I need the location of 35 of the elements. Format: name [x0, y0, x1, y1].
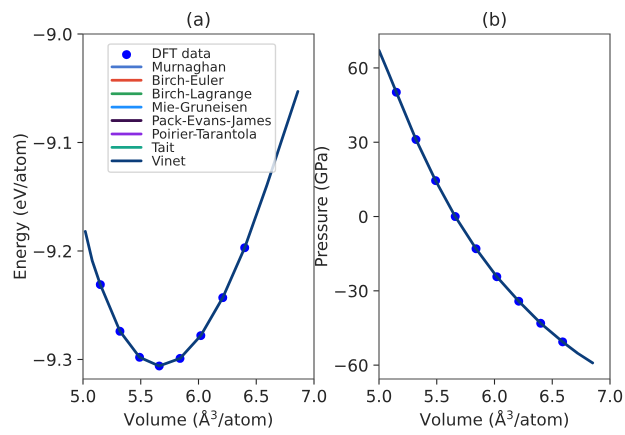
x-tick-label: 7.0 [598, 390, 622, 402]
y-axis-title: Energy (eV/atom) [13, 134, 30, 278]
x-tick-label: 7.0 [302, 390, 326, 402]
legend-label: Birch-Lagrange [152, 88, 252, 102]
y-tick-label: −60 [335, 359, 368, 372]
x-tick-label: 5.5 [424, 390, 449, 402]
x-tick-label: 5.0 [367, 390, 392, 402]
x-axis-title: Volume (Å$^{3}$/atom) [124, 410, 272, 428]
legend-label: Vinet [152, 155, 186, 166]
legend-label: Mie-Gruneisen [152, 102, 246, 112]
y-tick-label: −9.0 [34, 28, 72, 41]
x-tick-label: 6.5 [540, 390, 564, 402]
legend-label: DFT data [152, 48, 210, 58]
x-tick-label: 5.5 [128, 390, 153, 402]
x-tick-label: 6.5 [244, 390, 268, 402]
y-tick-label: −9.2 [34, 244, 71, 258]
x-tick-label: 6.0 [482, 390, 507, 402]
legend-label: Murnaghan [152, 61, 226, 74]
chart-title: (b) [483, 12, 506, 28]
x-axis-title: Volume (Å$^{3}$/atom) [420, 410, 568, 428]
y-tick-label: 60 [348, 62, 368, 74]
y-tick-label: 0 [359, 210, 368, 224]
legend-label: Pack-Evans-James [152, 115, 271, 128]
y-axis-title: Pressure (GPa) [314, 146, 330, 266]
legend-label: Tait [152, 142, 174, 152]
y-tick-label: 30 [348, 136, 368, 149]
y-tick-label: −9.1 [34, 136, 72, 150]
chart-title: (a) [187, 12, 210, 28]
y-tick-label: −9.3 [34, 353, 72, 366]
x-tick-label: 6.0 [186, 390, 211, 402]
x-tick-label: 5.0 [71, 390, 96, 402]
line-series [379, 48, 594, 364]
y-tick-label: −30 [335, 284, 368, 298]
legend-label: Poirier-Tarantola [152, 128, 256, 139]
legend-label: Birch-Euler [152, 74, 224, 86]
